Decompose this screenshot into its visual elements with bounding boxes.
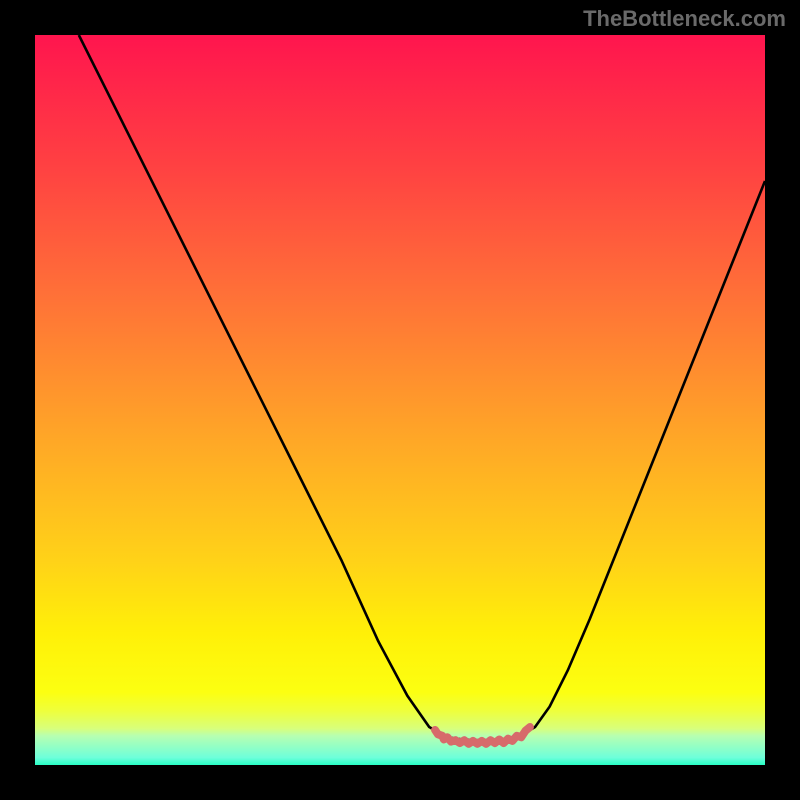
curve-layer — [35, 35, 765, 765]
main-curve — [79, 35, 765, 740]
watermark-text: TheBottleneck.com — [583, 6, 786, 32]
chart-container: TheBottleneck.com — [0, 0, 800, 800]
plot-area — [35, 35, 765, 765]
notch-curve — [435, 727, 530, 744]
